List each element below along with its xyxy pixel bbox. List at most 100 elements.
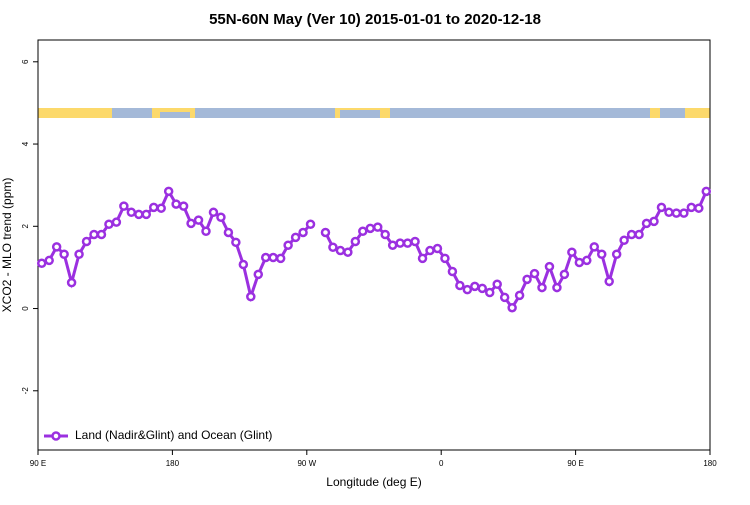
x-tick-label: 180 — [166, 459, 180, 468]
chart-title: 55N-60N May (Ver 10) 2015-01-01 to 2020-… — [209, 11, 541, 28]
data-point — [36, 258, 47, 269]
x-tick-label: 90 W — [297, 459, 316, 468]
plot-frame — [37, 39, 711, 451]
data-point — [260, 252, 271, 263]
data-point — [343, 247, 353, 257]
data-point — [81, 236, 92, 247]
data-point — [193, 215, 204, 225]
data-point — [372, 222, 383, 232]
data-point — [380, 229, 390, 240]
data-point — [290, 232, 301, 243]
data-point — [298, 227, 308, 238]
data-point — [410, 236, 420, 247]
data-point — [44, 255, 54, 266]
data-point — [126, 207, 137, 218]
data-point — [89, 229, 99, 240]
data-point — [484, 287, 495, 298]
x-tick-label: 90 E — [30, 459, 46, 468]
data-point — [253, 269, 264, 280]
ocean-band — [112, 108, 152, 118]
x-tick-label: 90 E — [567, 459, 583, 468]
data-point — [619, 235, 629, 246]
data-point — [402, 238, 413, 248]
data-point — [582, 255, 592, 266]
data-point — [604, 276, 614, 287]
data-point — [66, 277, 77, 288]
data-point — [656, 202, 667, 213]
data-point — [350, 236, 361, 247]
data-point — [208, 207, 219, 218]
data-point — [141, 209, 152, 220]
data-point — [507, 302, 517, 313]
data-point — [104, 219, 114, 229]
data-point — [440, 253, 450, 264]
data-point — [596, 249, 607, 260]
data-point — [544, 261, 555, 272]
y-tick-label: 6 — [21, 59, 30, 64]
data-point — [201, 226, 211, 236]
data-point — [514, 290, 525, 301]
y-tick-label: 2 — [21, 224, 30, 229]
data-point — [171, 199, 181, 209]
data-point — [111, 217, 122, 227]
data-point — [559, 269, 570, 280]
data-point — [283, 240, 293, 250]
data-point — [156, 203, 166, 213]
data-point — [529, 268, 540, 279]
data-point — [328, 242, 338, 253]
legend-label: Land (Nadir&Glint) and Ocean (Glint) — [75, 428, 272, 442]
data-point — [447, 266, 458, 277]
data-point — [148, 202, 159, 213]
x-axis-label: Longitude (deg E) — [326, 475, 421, 489]
data-point — [163, 186, 174, 197]
data-point — [365, 223, 376, 234]
data-point — [231, 237, 241, 248]
x-tick-label: 0 — [439, 459, 444, 468]
data-point — [417, 253, 428, 264]
data-point — [74, 249, 84, 260]
data-point — [119, 201, 129, 211]
ocean-band — [390, 108, 650, 118]
x-tick-label: 180 — [703, 459, 717, 468]
data-point — [96, 229, 107, 240]
data-point — [611, 249, 622, 260]
data-line — [41, 188, 708, 311]
data-point — [186, 218, 196, 229]
data-point — [589, 242, 600, 252]
y-axis-label: XCO2 - MLO trend (ppm) — [0, 178, 14, 313]
y-tick-label: 0 — [21, 306, 30, 311]
data-point — [59, 249, 69, 260]
data-point — [275, 253, 286, 264]
data-point — [320, 227, 331, 238]
data-point — [387, 240, 398, 250]
data-point — [395, 238, 405, 248]
data-point — [268, 252, 278, 263]
y-tick-label: -2 — [21, 387, 30, 395]
legend-marker — [51, 431, 61, 441]
data-point — [679, 208, 689, 218]
data-point — [216, 212, 226, 222]
data-point — [477, 283, 488, 294]
data-point — [238, 259, 249, 270]
data-point — [358, 226, 368, 236]
ocean-band — [160, 112, 190, 118]
data-point — [649, 216, 659, 227]
data-point — [425, 245, 435, 256]
data-point — [537, 282, 547, 293]
data-point — [432, 243, 443, 254]
data-point — [134, 209, 144, 220]
data-point — [223, 227, 234, 238]
data-point — [178, 201, 189, 211]
data-point — [641, 218, 652, 229]
map-strip — [38, 108, 710, 118]
data-point — [664, 207, 674, 218]
data-point — [522, 274, 532, 285]
data-point — [694, 203, 704, 213]
data-point — [51, 242, 62, 252]
data-point — [335, 245, 346, 256]
data-point — [574, 257, 585, 268]
data-point — [567, 247, 577, 257]
data-point — [671, 208, 682, 218]
